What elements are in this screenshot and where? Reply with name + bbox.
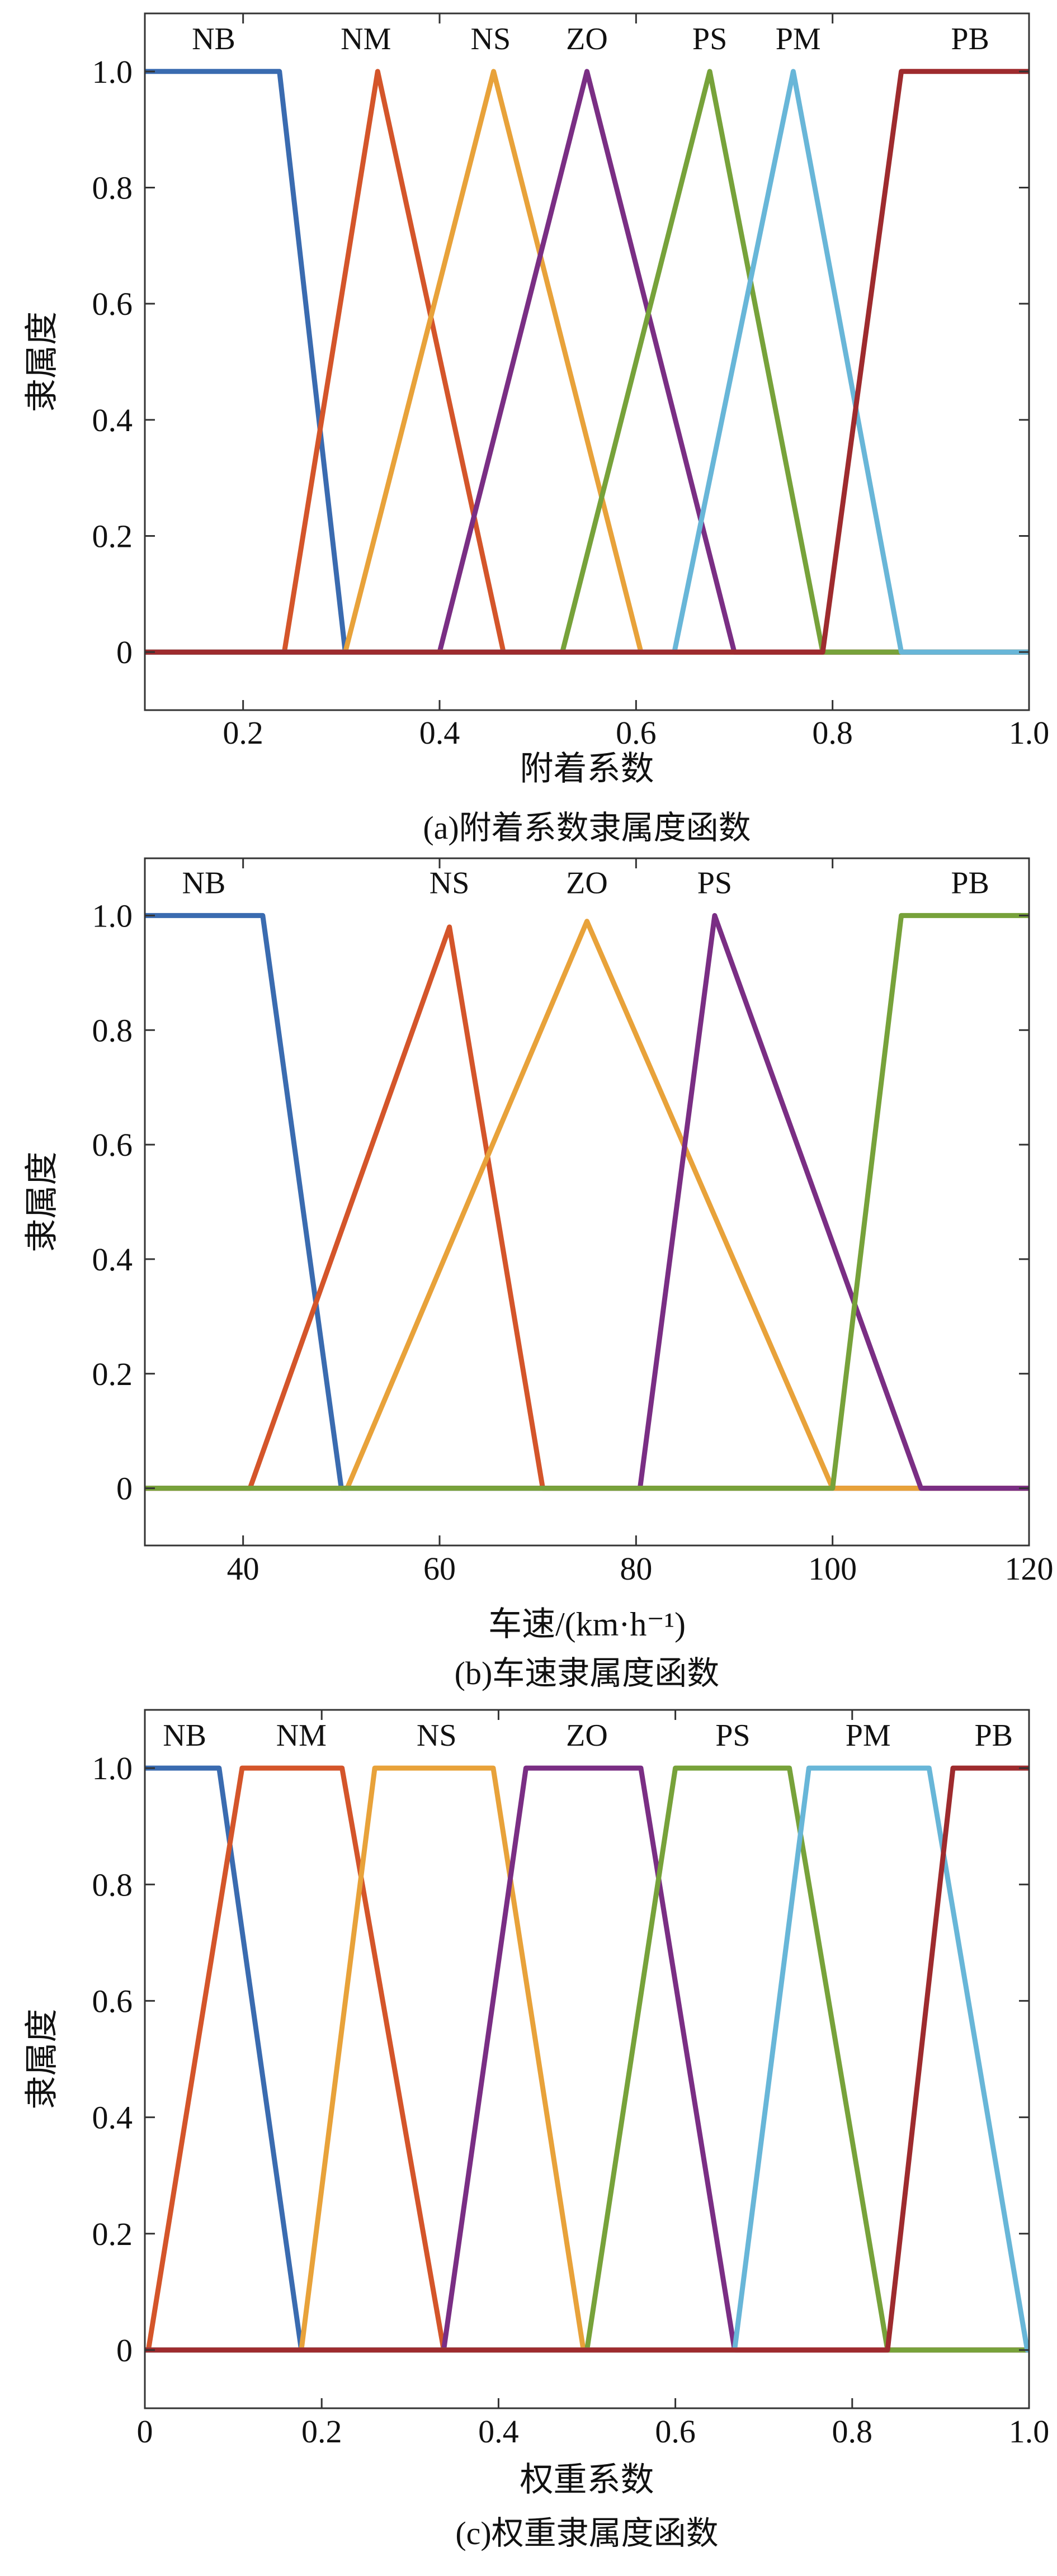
y-tick-label: 0.2 [92, 1356, 133, 1392]
figure-caption: (c)权重隶属度函数 [455, 2515, 718, 2551]
axes-frame [144, 857, 1030, 1547]
x-tick-label: 40 [227, 1551, 259, 1587]
x-tick-label: 0.4 [478, 2413, 519, 2450]
x-tick-label: 0.6 [655, 2413, 696, 2450]
axes-frame [144, 1709, 1030, 2409]
series-label-nb: NB [182, 866, 226, 900]
series-label-nm: NM [341, 22, 391, 56]
figure-caption: (b)车速隶属度函数 [455, 1655, 720, 1691]
chart-panel-2: 0 0.2 0.4 0.6 0.8 1.0 0 0.2 0.4 0.6 0.8 1.0 NB NM NS ZO… [23, 1709, 1050, 2551]
x-tick-label: 1.0 [1009, 715, 1050, 751]
series-label-ns: NS [417, 1718, 457, 1753]
y-tick-label: 0.8 [92, 1012, 133, 1048]
y-tick-label: 0.4 [92, 2100, 133, 2136]
y-tick-label: 0.8 [92, 170, 133, 206]
x-tick-label: 0.2 [223, 715, 263, 751]
y-tick-label: 1.0 [92, 54, 133, 90]
x-axis-label: 附着系数 [520, 750, 654, 787]
series-label-ps: PS [697, 866, 732, 900]
y-tick-label: 0.6 [92, 286, 133, 322]
x-tick-label: 100 [808, 1551, 857, 1587]
y-tick-label: 0.6 [92, 1127, 133, 1163]
y-tick-label: 0 [116, 2332, 133, 2369]
y-tick-label: 0 [116, 634, 133, 670]
y-tick-label: 0.4 [92, 1241, 133, 1278]
y-tick-label: 0.6 [92, 1983, 133, 2019]
series-label-ns: NS [471, 22, 511, 56]
series-label-ps: PS [692, 22, 727, 56]
x-tick-label: 60 [423, 1551, 456, 1587]
y-tick-label: 0.2 [92, 2216, 133, 2252]
x-tick-label: 0 [137, 2413, 153, 2450]
series-label-nm: NM [276, 1718, 327, 1753]
y-axis-label: 隶属度 [23, 311, 60, 412]
series-line-ps [145, 913, 1029, 1491]
series-line-nb [145, 913, 1029, 1491]
axes-frame [144, 12, 1030, 711]
y-tick-label: 0 [116, 1471, 133, 1507]
x-tick-label: 0.2 [301, 2413, 342, 2450]
series-line-pb [145, 69, 1029, 655]
series-label-nb: NB [163, 1718, 206, 1753]
series-label-ns: NS [430, 866, 470, 900]
x-tick-label: 0.8 [832, 2413, 873, 2450]
series-label-pb: PB [975, 1718, 1013, 1753]
x-axis-label: 车速/(km·h⁻¹) [488, 1606, 686, 1643]
x-axis-label: 权重系数 [520, 2461, 654, 2498]
figure-caption: (a)附着系数隶属度函数 [423, 810, 751, 846]
y-axis-label: 隶属度 [23, 2009, 60, 2110]
series-label-nb: NB [192, 22, 235, 56]
chart-panel-0: 0.2 0.4 0.6 0.8 1.0 0 0.2 0.4 0.6 0.8 1.0 NB NM NS ZO P… [23, 12, 1050, 846]
x-tick-label: 120 [1005, 1551, 1054, 1587]
series-label-pm: PM [776, 22, 821, 56]
x-tick-label: 80 [620, 1551, 652, 1587]
series-label-zo: ZO [566, 22, 608, 56]
series-label-ps: PS [715, 1718, 750, 1753]
chart-panel-1: 40 60 80 100 120 0 0.2 0.4 0.6 0.8 1.0 NB NS ZO PS PB 车速… [23, 857, 1054, 1691]
y-tick-label: 1.0 [92, 897, 133, 934]
series-line-pb [145, 913, 1029, 1491]
series-label-zo: ZO [566, 1718, 608, 1753]
series-label-pb: PB [951, 22, 989, 56]
y-tick-label: 0.4 [92, 402, 133, 438]
y-tick-label: 1.0 [92, 1750, 133, 1786]
series-line-pb [145, 1765, 1029, 2353]
x-tick-label: 0.8 [812, 715, 853, 751]
y-tick-label: 0.2 [92, 518, 133, 555]
y-axis-label: 隶属度 [23, 1152, 60, 1252]
series-label-pm: PM [846, 1718, 891, 1753]
x-tick-label: 0.6 [616, 715, 657, 751]
x-tick-label: 1.0 [1009, 2413, 1050, 2450]
series-label-zo: ZO [566, 866, 608, 900]
series-label-pb: PB [951, 866, 989, 900]
y-tick-label: 0.8 [92, 1866, 133, 1903]
series-line-ps [145, 69, 1029, 655]
x-tick-label: 0.4 [419, 715, 460, 751]
